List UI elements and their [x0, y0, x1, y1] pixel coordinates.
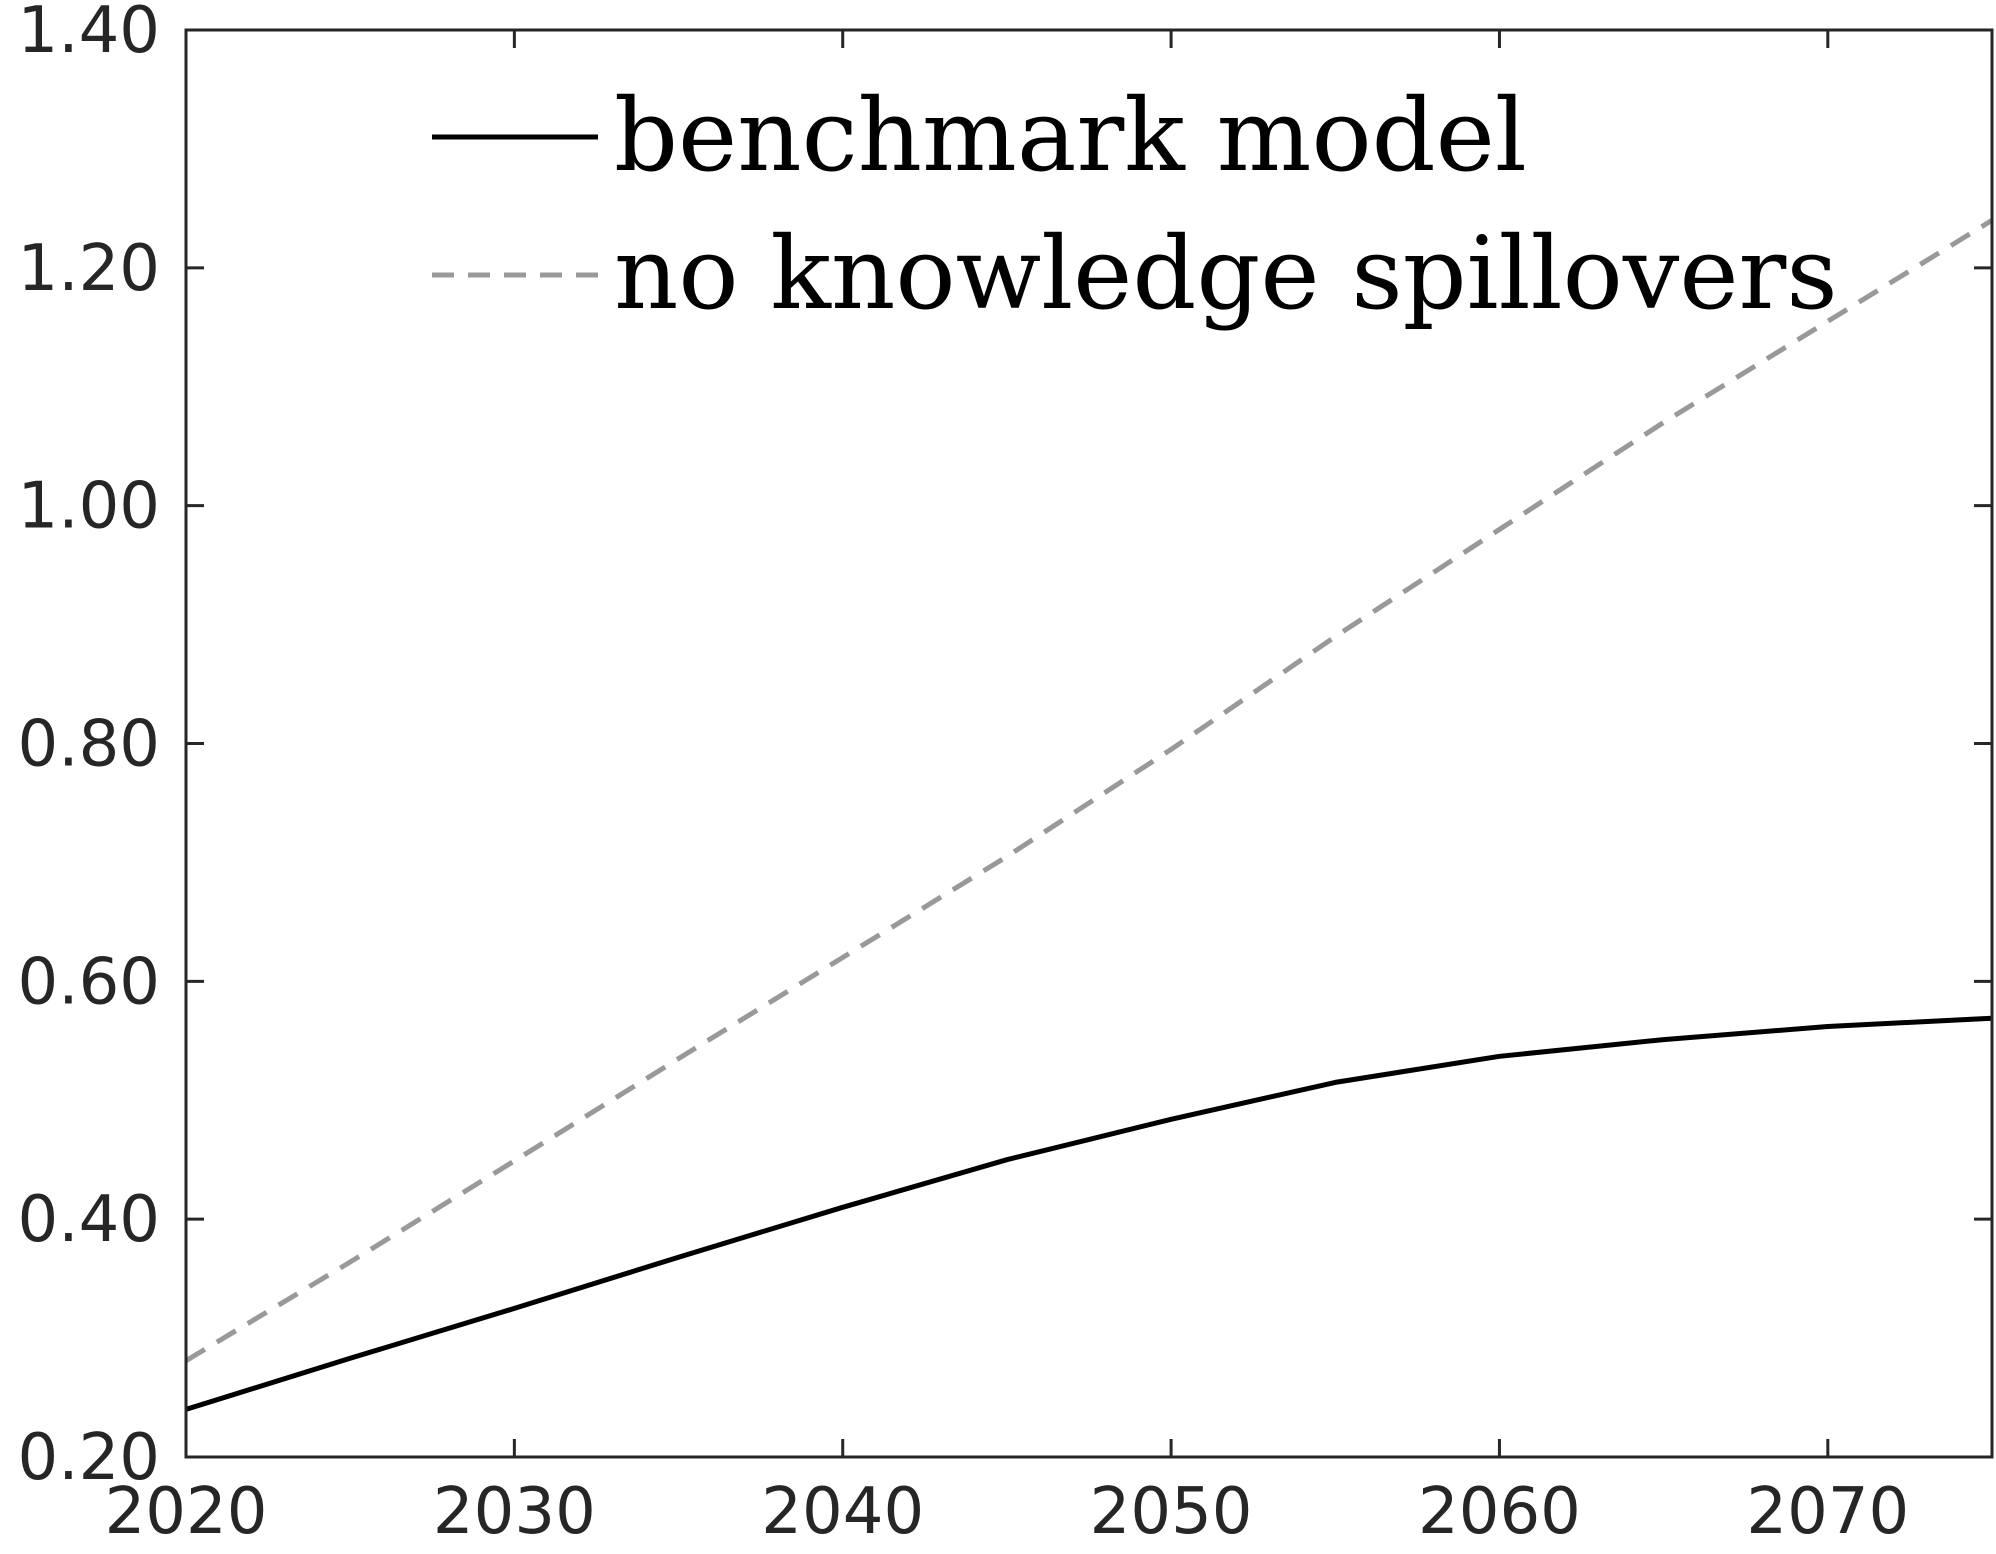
series-lines — [184, 218, 1994, 1412]
x-tick-label: 2030 — [433, 1475, 596, 1549]
y-tick-label: 1.40 — [18, 0, 161, 68]
x-tick-label: 2050 — [1090, 1475, 1253, 1549]
x-tick-labels: 2020 2030 2040 2050 2060 2070 — [105, 1475, 1910, 1549]
y-tick-label: 1.20 — [18, 232, 161, 306]
y-tick-labels: 0.20 0.40 0.60 0.80 1.00 1.20 1.40 — [18, 0, 161, 1495]
y-tick-label: 0.20 — [18, 1421, 161, 1495]
series-line-no-knowledge-spillovers — [184, 218, 1994, 1363]
x-tick-label: 2040 — [761, 1475, 924, 1549]
plot-background — [186, 30, 1992, 1457]
series-line-benchmark-model — [185, 1015, 1993, 1412]
y-tick-label: 0.80 — [18, 708, 161, 782]
y-tick-label: 1.00 — [18, 470, 161, 544]
x-tick-label: 2060 — [1418, 1475, 1581, 1549]
legend-label-no-knowledge-spillovers: no knowledge spillovers — [614, 215, 1838, 332]
legend-label-benchmark-model: benchmark model — [614, 77, 1527, 194]
y-tick-label: 0.40 — [18, 1183, 161, 1257]
x-tick-label: 2020 — [105, 1475, 268, 1549]
plot-frame — [184, 28, 1994, 1459]
x-tick-label: 2070 — [1746, 1475, 1909, 1549]
legend: benchmark model no knowledge spillovers — [432, 77, 1838, 332]
y-tick-label: 0.60 — [18, 945, 161, 1019]
